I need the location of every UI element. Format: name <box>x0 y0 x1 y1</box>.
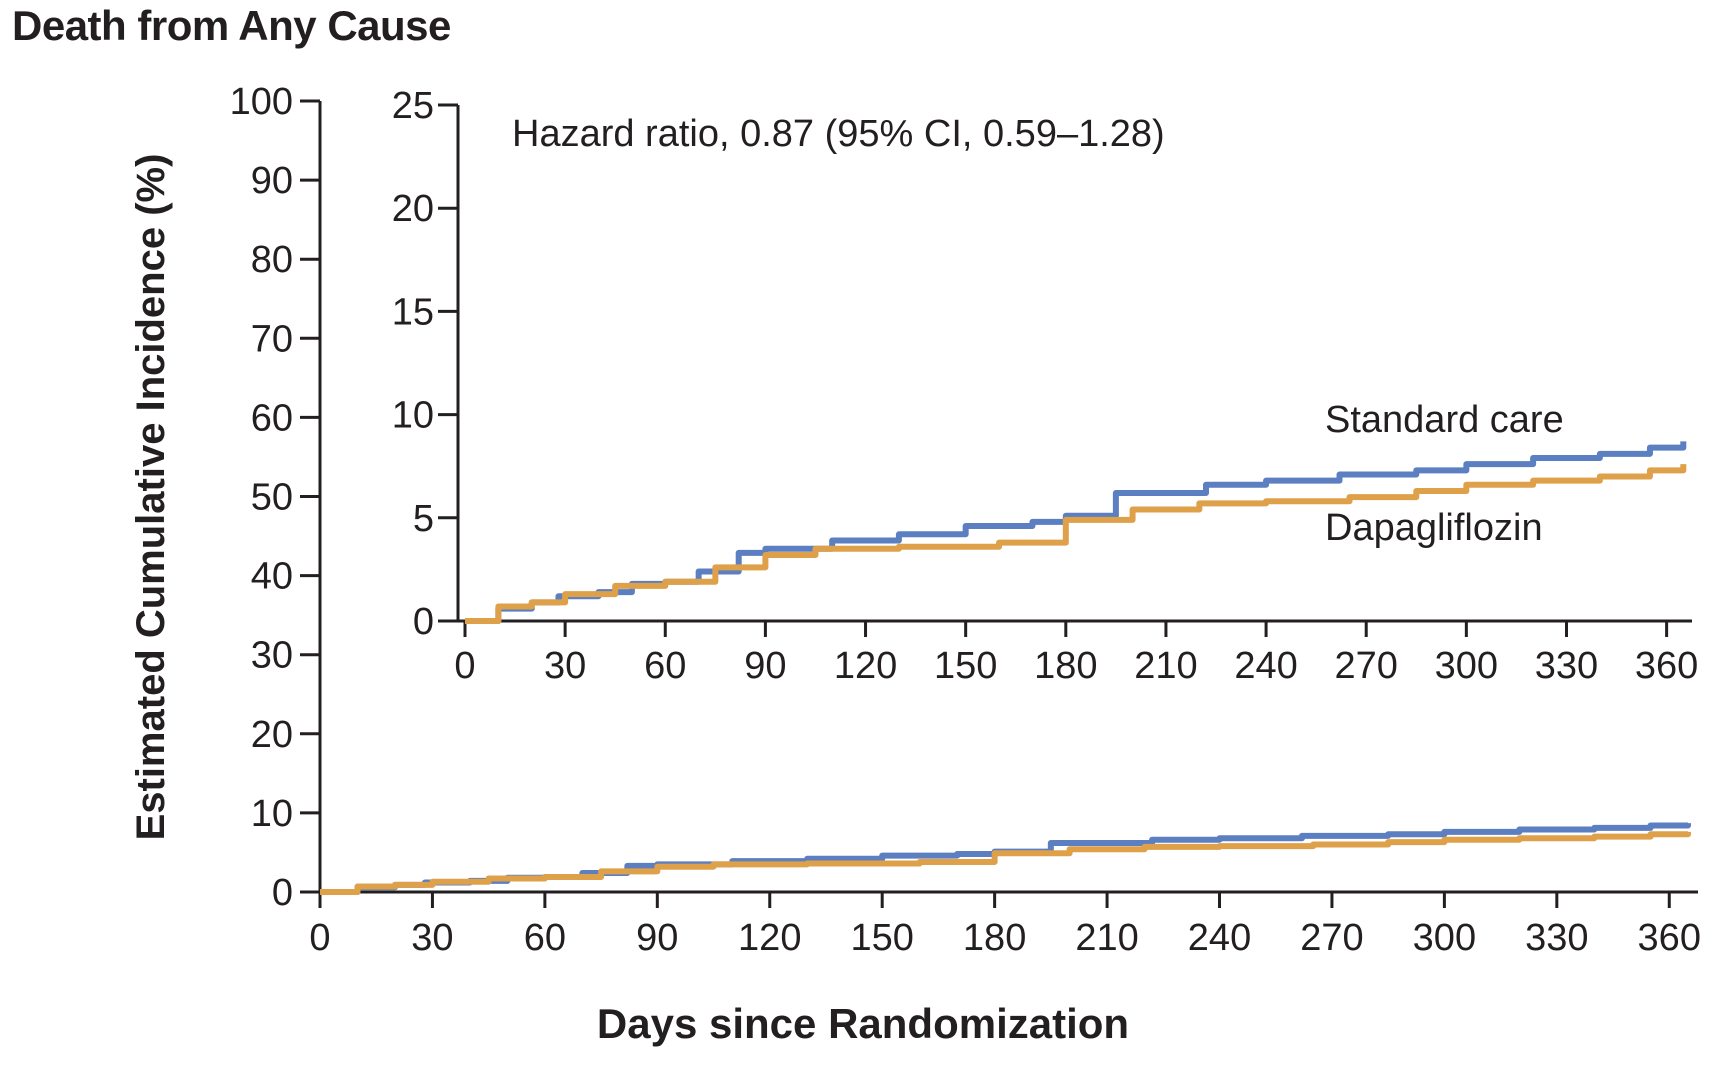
legend-label-dapagliflozin: Dapagliflozin <box>1325 507 1543 549</box>
inset-x-tick-label: 60 <box>644 645 686 687</box>
inset-x-tick-label: 90 <box>744 645 786 687</box>
inset-y-tick-label: 5 <box>413 498 434 540</box>
main-x-tick-label: 180 <box>963 917 1026 959</box>
y-axis-title: Estimated Cumulative Incidence (%) <box>129 154 173 841</box>
main-y-tick-label: 10 <box>251 793 293 835</box>
main-y-tick-label: 30 <box>251 635 293 677</box>
legend-label-standard-care: Standard care <box>1325 399 1564 441</box>
main-y-tick-label: 40 <box>251 556 293 598</box>
x-axis-title: Days since Randomization <box>596 1000 1130 1047</box>
main-y-tick-label: 60 <box>251 397 293 439</box>
main-x-tick-label: 300 <box>1413 917 1476 959</box>
inset-x-tick-label: 120 <box>834 645 897 687</box>
main-y-tick-label: 0 <box>272 872 293 914</box>
main-x-tick-label: 210 <box>1075 917 1138 959</box>
inset-x-tick-label: 180 <box>1034 645 1097 687</box>
inset-x-tick-label: 240 <box>1234 645 1297 687</box>
inset-y-tick-label: 25 <box>392 85 434 127</box>
inset-y-tick-label: 20 <box>392 188 434 230</box>
main-y-tick-label: 90 <box>251 160 293 202</box>
inset-x-tick-label: 150 <box>934 645 997 687</box>
main-x-tick-label: 0 <box>309 917 330 959</box>
inset-x-tick-label: 300 <box>1435 645 1498 687</box>
main-x-tick-label: 240 <box>1188 917 1251 959</box>
chart-title: Death from Any Cause <box>12 2 451 49</box>
inset-y-tick-label: 0 <box>413 601 434 643</box>
inset-series-dapagliflozin <box>465 464 1687 624</box>
hazard-ratio-annotation: Hazard ratio, 0.87 (95% CI, 0.59–1.28) <box>512 113 1165 155</box>
main-y-tick-label: 100 <box>230 81 293 123</box>
main-x-tick-label: 90 <box>636 917 678 959</box>
main-x-tick-label: 360 <box>1638 917 1701 959</box>
main-y-tick-label: 80 <box>251 239 293 281</box>
inset-y-tick-label: 15 <box>392 291 434 333</box>
main-y-tick-label: 70 <box>251 318 293 360</box>
main-x-tick-label: 270 <box>1300 917 1363 959</box>
main-y-tick-label: 20 <box>251 714 293 756</box>
inset-x-tick-label: 30 <box>544 645 586 687</box>
main-x-tick-label: 120 <box>738 917 801 959</box>
main-x-tick-label: 60 <box>524 917 566 959</box>
main-series-dapagliflozin <box>320 831 1691 895</box>
inset-x-tick-label: 0 <box>454 645 475 687</box>
inset-x-tick-label: 360 <box>1635 645 1698 687</box>
main-y-tick-label: 50 <box>251 477 293 519</box>
main-x-tick-label: 330 <box>1525 917 1588 959</box>
main-x-tick-label: 30 <box>411 917 453 959</box>
main-x-tick-label: 150 <box>850 917 913 959</box>
inset-x-tick-label: 270 <box>1335 645 1398 687</box>
inset-x-tick-label: 330 <box>1535 645 1598 687</box>
inset-x-tick-label: 210 <box>1134 645 1197 687</box>
main-series-standard-care <box>320 822 1691 895</box>
inset-y-tick-label: 10 <box>392 395 434 437</box>
